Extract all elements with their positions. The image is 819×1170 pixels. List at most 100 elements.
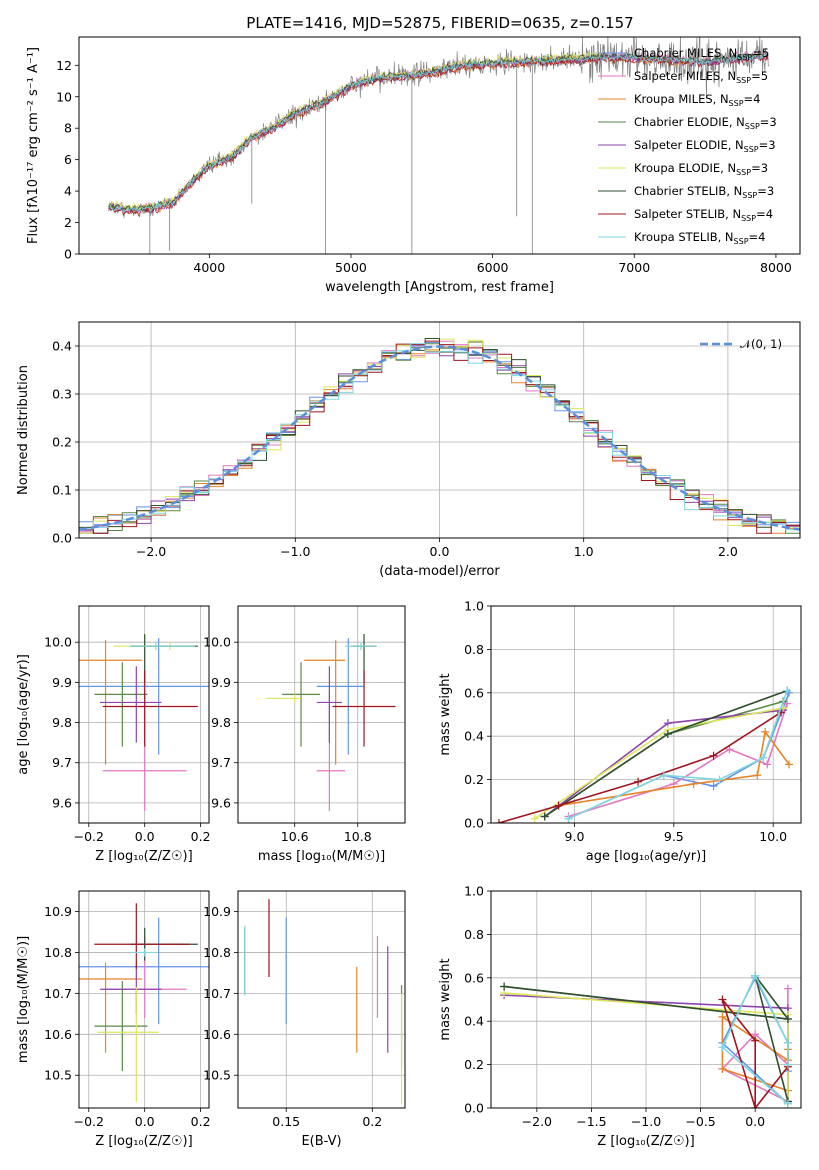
legend-suffix: =3 — [759, 138, 776, 152]
legend-suffix: =4 — [744, 92, 761, 106]
legend-subscript: SSP — [737, 53, 752, 62]
x-tick-label: −2.0 — [522, 1114, 552, 1129]
y-tick-label: 9.6 — [211, 795, 231, 810]
y-axis-label: age [log₁₀(age/yr)] — [16, 654, 31, 775]
y-tick-label: 0 — [64, 247, 72, 262]
weight-marker — [759, 753, 768, 762]
weight-marker — [751, 1036, 760, 1045]
y-tick-label: 10.9 — [203, 904, 231, 919]
y-tick-label: 9.7 — [211, 755, 231, 770]
legend-text: Chabrier STELIB, N — [634, 184, 742, 198]
legend-label: Kroupa ELODIE, NSSP=3 — [634, 161, 768, 177]
x-axis-label: (data-model)/error — [379, 564, 500, 579]
legend-label: Chabrier ELODIE, NSSP=3 — [634, 115, 777, 131]
y-tick-label: 2 — [64, 215, 72, 230]
model-line-6 — [108, 50, 769, 214]
y-tick-label: 12 — [56, 58, 72, 73]
legend-text: Kroupa MILES, N — [634, 92, 729, 106]
legend-text: Salpeter MILES, N — [634, 69, 736, 83]
y-tick-label: 10.0 — [203, 635, 231, 650]
axes-residuals: −2.0 −1.0 0.0 1.0 2.0 0.0 0.1 0.2 0.3 0.4 (data-mo… — [16, 321, 801, 579]
legend-subscript: SSP — [736, 168, 751, 177]
legend-label: 𝒩(0, 1) — [740, 337, 782, 351]
legend-suffix: =3 — [757, 184, 774, 198]
axes-frame — [237, 890, 406, 1109]
y-tick-label: 0.8 — [464, 927, 484, 942]
y-tick-label: 9.9 — [211, 675, 231, 690]
y-tick-label: 9.8 — [211, 715, 231, 730]
weight-marker — [715, 775, 724, 784]
x-tick-label: 0.2 — [362, 1114, 382, 1129]
plot-area-age-vs-mass — [266, 634, 396, 811]
weight-marker — [783, 1015, 792, 1024]
axes-weight-vs-age: 9.0 9.5 10.0 0.0 0.2 0.4 0.6 0.8 1.0 age [log₁₀(a… — [438, 599, 802, 864]
y-tick-label: 1.0 — [464, 599, 484, 614]
x-axis-label: Z [log₁₀(Z/Z☉)] — [597, 1134, 694, 1149]
weight-marker — [725, 745, 734, 754]
y-tick-label: 10.8 — [44, 945, 72, 960]
y-tick-label: 0.0 — [464, 816, 484, 831]
y-tick-label: 0.3 — [52, 387, 72, 402]
weight-line-4 — [544, 709, 784, 818]
weight-marker — [530, 814, 539, 823]
y-tick-label: 10 — [56, 89, 72, 104]
x-tick-label: 10.0 — [759, 829, 787, 844]
y-tick-label: 4 — [64, 184, 72, 199]
weight-marker — [783, 1060, 792, 1069]
legend-text: Kroupa ELODIE, N — [634, 161, 736, 175]
x-tick-label: 10.6 — [281, 829, 309, 844]
x-tick-label: 1.0 — [574, 544, 594, 559]
y-tick-label: 9.9 — [52, 675, 72, 690]
axes-frame — [490, 605, 802, 824]
plot-area-mass-vs-EBV — [244, 899, 403, 1104]
y-tick-label: 10.7 — [44, 986, 72, 1001]
legend-label: Kroupa STELIB, NSSP=4 — [634, 230, 765, 246]
x-tick-label: 0.0 — [745, 1114, 765, 1129]
x-tick-label: 0.15 — [272, 1114, 300, 1129]
weight-line-7 — [498, 711, 782, 823]
x-tick-label: −2.0 — [136, 544, 166, 559]
legend-subscript: SSP — [745, 122, 760, 131]
axes-frame — [78, 605, 210, 824]
y-tick-label: 0.2 — [464, 772, 484, 787]
x-axis-label: Z [log₁₀(Z/Z☉)] — [95, 1134, 192, 1149]
legend-label: Salpeter STELIB, NSSP=4 — [634, 207, 773, 223]
weight-marker — [709, 782, 718, 791]
histogram-8 — [79, 343, 800, 531]
x-axis-label: E(B-V) — [301, 1134, 341, 1149]
weight-line-6 — [504, 975, 790, 1102]
y-axis-label: Flux [fλ10⁻¹⁷ erg cm⁻² s⁻¹ A⁻¹] — [26, 47, 41, 244]
x-tick-label: 0.0 — [135, 829, 155, 844]
y-tick-label: 0.6 — [464, 685, 484, 700]
x-axis-label: Z [log₁₀(Z/Z☉)] — [95, 849, 192, 864]
legend-suffix: =5 — [751, 69, 768, 83]
y-tick-label: 0.4 — [52, 339, 72, 354]
axes-spectrum: 4000 5000 6000 7000 8000 0 2 4 6 8 10 12 wavelength … — [26, 36, 801, 295]
x-tick-label: 2.0 — [718, 544, 738, 559]
normal-curve — [79, 345, 800, 531]
weight-line-0 — [568, 692, 790, 820]
weight-marker — [785, 760, 794, 769]
x-tick-label: −0.5 — [685, 1114, 715, 1129]
histogram-7 — [79, 340, 800, 534]
y-tick-label: 10.7 — [203, 986, 231, 1001]
axes-frame — [78, 890, 210, 1109]
weight-line-6 — [544, 689, 788, 818]
plot-area-mass-vs-Z — [79, 903, 209, 1102]
legend-label: Salpeter MILES, NSSP=5 — [634, 69, 768, 85]
weight-marker — [761, 727, 770, 736]
weight-marker — [783, 1099, 792, 1108]
y-tick-label: 0.4 — [464, 729, 484, 744]
y-tick-label: 8 — [64, 121, 72, 136]
weight-marker — [689, 779, 698, 788]
weight-marker — [634, 777, 643, 786]
legend-label: Kroupa MILES, NSSP=4 — [634, 92, 760, 108]
legend-text: Salpeter ELODIE, N — [634, 138, 744, 152]
y-tick-label: 9.7 — [52, 755, 72, 770]
axes-age-vs-mass: 10.6 10.8 9.6 9.7 9.8 9.9 10.0 mass [log₁₀(M/M☉… — [203, 605, 406, 864]
y-tick-label: 10.6 — [203, 1027, 231, 1042]
legend-label: Salpeter ELODIE, NSSP=3 — [634, 138, 776, 154]
model-line-5 — [108, 51, 605, 211]
axes-mass-vs-EBV: 0.15 0.2 10.5 10.6 10.7 10.8 10.9 E(B-V) — [203, 890, 406, 1149]
y-tick-label: 10.0 — [44, 635, 72, 650]
